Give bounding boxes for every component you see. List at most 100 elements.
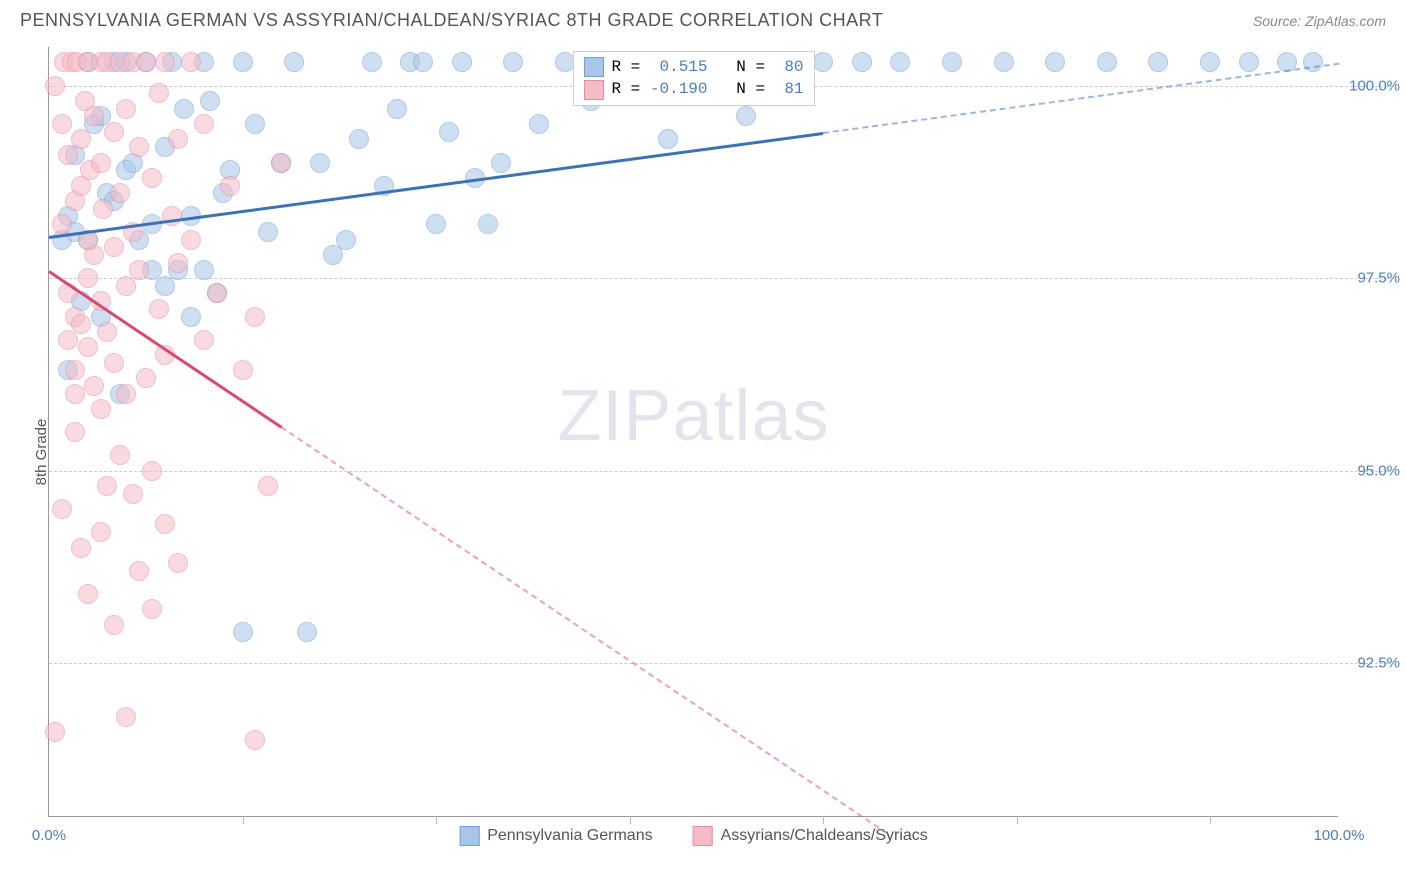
legend-row: R = -0.190 N = 81 (583, 78, 803, 100)
y-tick-label: 97.5% (1357, 270, 1400, 287)
scatter-point (93, 199, 113, 219)
scatter-point (426, 214, 446, 234)
plot-area: ZIPatlas R = 0.515 N = 80R = -0.190 N = … (48, 47, 1338, 817)
scatter-point (104, 353, 124, 373)
scatter-point (84, 376, 104, 396)
scatter-point (71, 314, 91, 334)
scatter-point (491, 153, 511, 173)
scatter-point (97, 322, 117, 342)
scatter-point (1097, 52, 1117, 72)
scatter-point (890, 52, 910, 72)
scatter-point (168, 253, 188, 273)
scatter-point (271, 153, 291, 173)
scatter-point (110, 445, 130, 465)
scatter-point (45, 722, 65, 742)
scatter-point (91, 153, 111, 173)
scatter-point (65, 360, 85, 380)
legend-label: Assyrians/Chaldeans/Syriacs (721, 827, 928, 845)
scatter-point (245, 307, 265, 327)
scatter-point (297, 622, 317, 642)
legend-swatch (583, 80, 603, 100)
scatter-point (116, 707, 136, 727)
correlation-legend: R = 0.515 N = 80R = -0.190 N = 81 (572, 51, 814, 106)
scatter-point (78, 584, 98, 604)
scatter-point (658, 129, 678, 149)
scatter-point (142, 168, 162, 188)
x-minor-tick (1210, 816, 1211, 824)
scatter-point (439, 122, 459, 142)
x-minor-tick (823, 816, 824, 824)
x-minor-tick (243, 816, 244, 824)
scatter-point (91, 522, 111, 542)
scatter-point (736, 106, 756, 126)
scatter-point (413, 52, 433, 72)
scatter-point (194, 114, 214, 134)
scatter-point (116, 384, 136, 404)
gridline (49, 663, 1388, 664)
scatter-point (110, 183, 130, 203)
scatter-point (336, 230, 356, 250)
scatter-point (65, 384, 85, 404)
scatter-point (220, 176, 240, 196)
scatter-point (52, 214, 72, 234)
scatter-point (104, 237, 124, 257)
scatter-point (233, 52, 253, 72)
scatter-point (52, 499, 72, 519)
legend-item: Pennsylvania Germans (459, 826, 652, 846)
scatter-point (1200, 52, 1220, 72)
scatter-point (136, 368, 156, 388)
source-attribution: Source: ZipAtlas.com (1253, 13, 1386, 29)
scatter-point (91, 399, 111, 419)
legend-swatch (583, 57, 603, 77)
scatter-point (1045, 52, 1065, 72)
scatter-point (233, 360, 253, 380)
scatter-point (155, 52, 175, 72)
scatter-point (194, 330, 214, 350)
scatter-point (129, 260, 149, 280)
scatter-point (258, 476, 278, 496)
scatter-point (71, 129, 91, 149)
scatter-point (200, 91, 220, 111)
scatter-point (104, 615, 124, 635)
scatter-point (149, 299, 169, 319)
scatter-point (452, 52, 472, 72)
scatter-point (310, 153, 330, 173)
scatter-point (478, 214, 498, 234)
scatter-point (1239, 52, 1259, 72)
scatter-point (258, 222, 278, 242)
scatter-point (349, 129, 369, 149)
scatter-point (104, 122, 124, 142)
scatter-point (116, 99, 136, 119)
y-tick-label: 92.5% (1357, 655, 1400, 672)
gridline (49, 278, 1388, 279)
scatter-point (284, 52, 304, 72)
series-legend: Pennsylvania Germans Assyrians/Chaldeans/… (459, 826, 928, 846)
scatter-point (52, 114, 72, 134)
x-minor-tick (630, 816, 631, 824)
plot-container: 8th Grade ZIPatlas R = 0.515 N = 80R = -… (0, 37, 1406, 867)
scatter-point (181, 230, 201, 250)
y-tick-label: 95.0% (1357, 462, 1400, 479)
scatter-point (129, 137, 149, 157)
legend-swatch (459, 826, 479, 846)
scatter-point (503, 52, 523, 72)
scatter-point (174, 99, 194, 119)
scatter-point (194, 260, 214, 280)
scatter-point (149, 83, 169, 103)
scatter-point (168, 553, 188, 573)
chart-title: PENNSYLVANIA GERMAN VS ASSYRIAN/CHALDEAN… (20, 10, 883, 31)
scatter-point (84, 106, 104, 126)
scatter-point (181, 307, 201, 327)
scatter-point (78, 268, 98, 288)
scatter-point (245, 730, 265, 750)
scatter-point (97, 476, 117, 496)
scatter-point (529, 114, 549, 134)
gridline (49, 471, 1388, 472)
scatter-point (852, 52, 872, 72)
scatter-point (45, 76, 65, 96)
scatter-point (129, 561, 149, 581)
scatter-point (155, 514, 175, 534)
scatter-point (65, 422, 85, 442)
scatter-point (1148, 52, 1168, 72)
trend-line (281, 426, 888, 834)
